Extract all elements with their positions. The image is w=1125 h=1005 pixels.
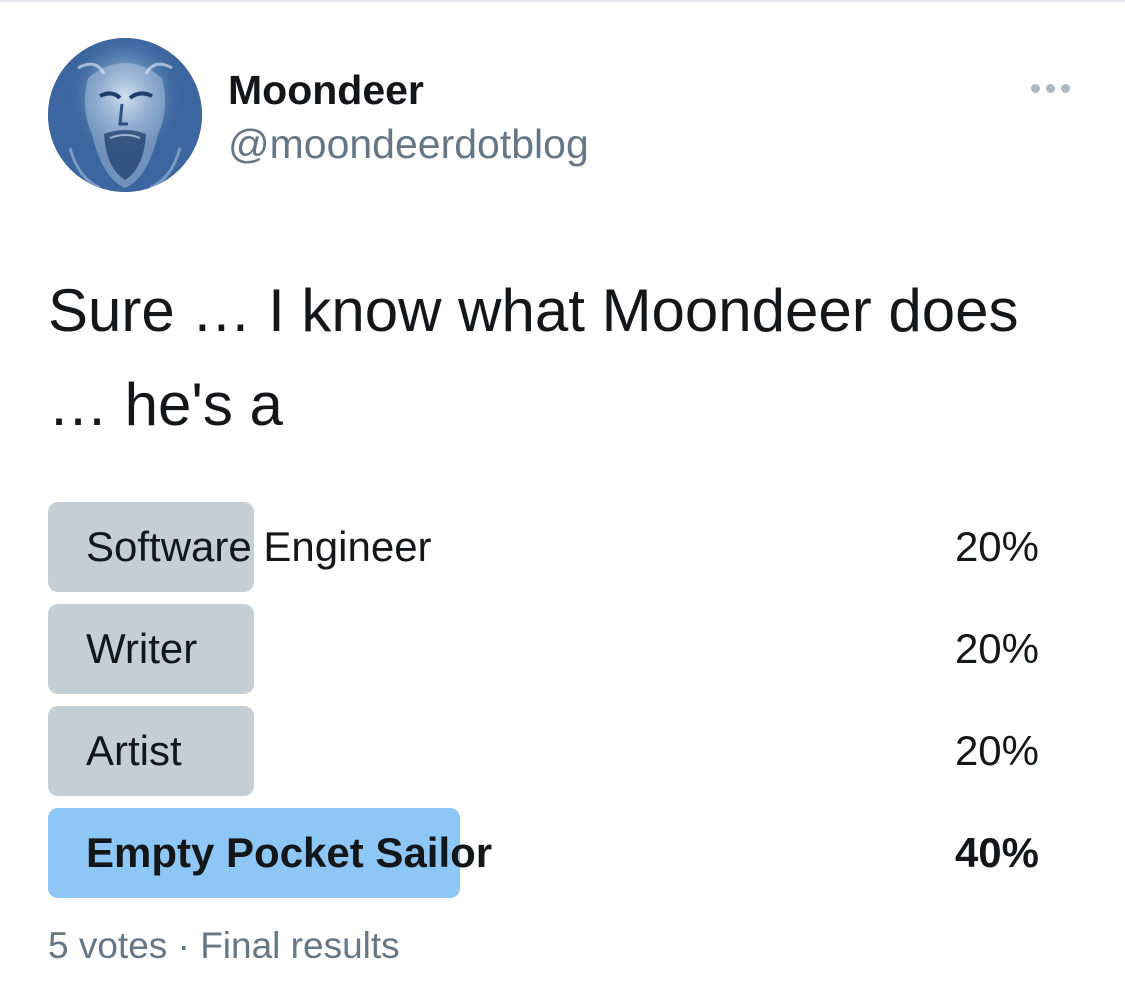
poll-option-label: Software Engineer: [86, 523, 432, 570]
poll-option-percent: 40%: [954, 829, 1039, 876]
poll: Software Engineer 20% Writer 20% Artist 20% Em…: [48, 502, 1043, 910]
poll-option: Artist 20%: [48, 706, 1043, 796]
poll-option-bar: [48, 808, 460, 898]
more-options-icon-dot: [1060, 83, 1070, 93]
poll-option-bar: [48, 604, 254, 694]
footer-separator: ·: [177, 925, 190, 966]
vote-count: 5 votes: [48, 925, 168, 966]
poll-status: Final results: [200, 925, 400, 966]
poll-option-label: Writer: [86, 625, 198, 672]
poll-option-label: Artist: [86, 727, 182, 774]
user-handle[interactable]: @moondeerdotblog: [228, 121, 589, 167]
poll-footer: 5 votes · Final results: [48, 922, 400, 970]
poll-option: Software Engineer 20%: [48, 502, 1043, 592]
poll-option-percent: 20%: [954, 625, 1039, 672]
poll-option: Empty Pocket Sailor 40%: [48, 808, 1043, 898]
poll-option-bar: [48, 706, 254, 796]
avatar[interactable]: [48, 38, 202, 192]
tweet-text: Sure … I know what Moondeer does … he's …: [48, 277, 1019, 438]
poll-option-label: Empty Pocket Sailor: [86, 829, 493, 876]
poll-option-percent: 20%: [954, 727, 1039, 774]
bearded-portrait-icon: [48, 38, 202, 192]
more-options-button[interactable]: [1022, 72, 1078, 104]
more-options-icon: [1030, 83, 1040, 93]
poll-option: Writer 20%: [48, 604, 1043, 694]
user-name[interactable]: Moondeer: [228, 67, 424, 113]
poll-option-bar: [48, 502, 254, 592]
poll-option-percent: 20%: [954, 523, 1039, 570]
more-options-icon-dot: [1045, 83, 1055, 93]
